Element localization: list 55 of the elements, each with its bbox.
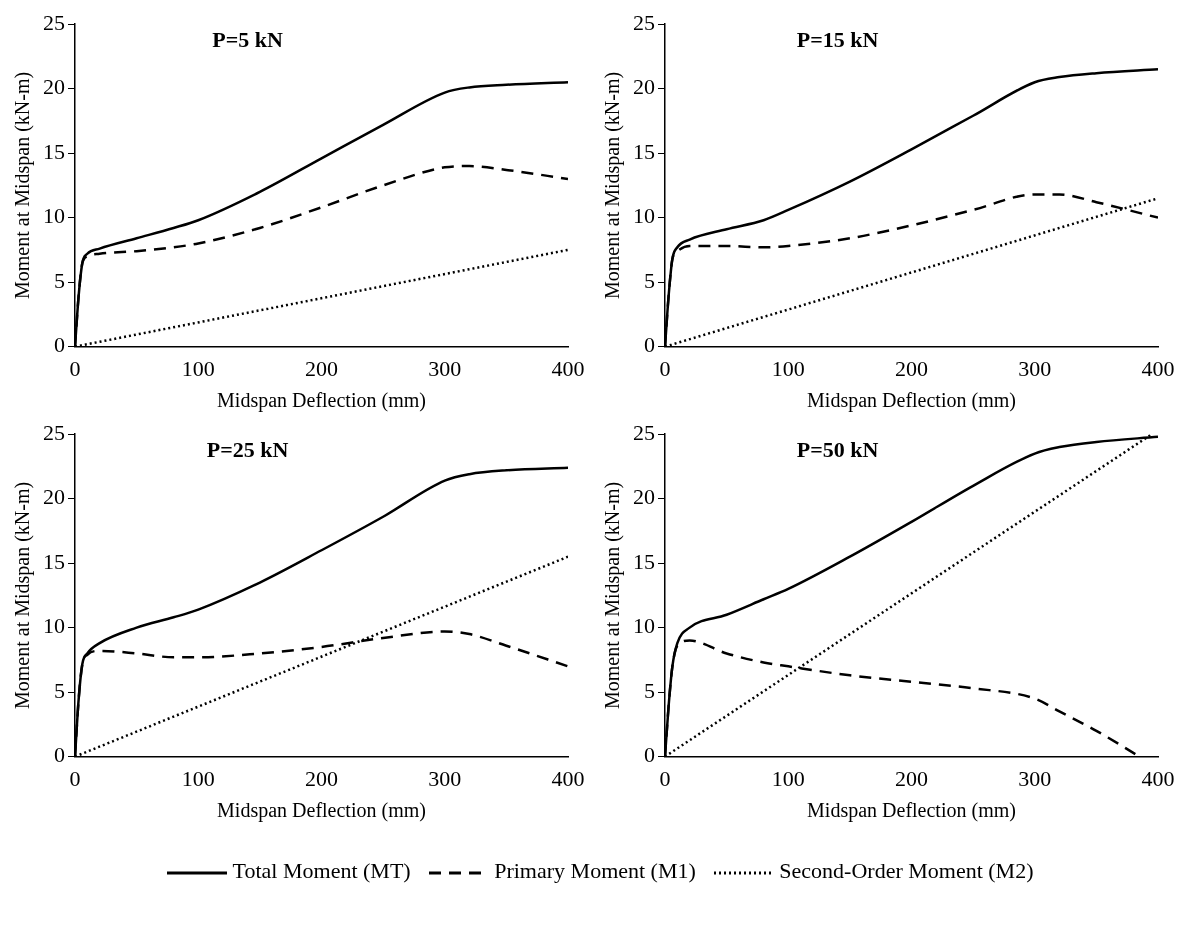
x-tick-label: 300	[1018, 355, 1052, 381]
y-axis-title: Moment at Midspan (kN-m)	[11, 71, 35, 299]
chart-title: P=15 kN	[796, 26, 879, 52]
y-tick-label: 0	[54, 742, 65, 768]
y-tick-label: 10	[633, 613, 655, 639]
y-axis-title: Moment at Midspan (kN-m)	[601, 71, 625, 299]
y-tick-label: 15	[633, 138, 655, 164]
x-tick-label: 200	[895, 765, 928, 791]
y-tick-label: 0	[644, 742, 655, 768]
y-tick-label: 10	[43, 613, 65, 639]
x-tick-label: 400	[551, 355, 585, 381]
chart-title: P=50 kN	[796, 436, 879, 462]
y-axis-title: Moment at Midspan (kN-m)	[11, 481, 35, 709]
x-tick-label: 100	[771, 765, 805, 791]
y-tick-label: 5	[54, 677, 65, 703]
y-tick-label: 15	[633, 548, 655, 574]
y-tick-label: 5	[54, 267, 65, 293]
y-tick-label: 25	[43, 9, 65, 35]
legend-label: Second-Order Moment (M2)	[778, 858, 1034, 884]
y-tick-label: 25	[633, 419, 655, 445]
legend-label: Total Moment (MT)	[231, 858, 411, 884]
legend-label: Primary Moment (M1)	[493, 858, 696, 884]
x-tick-label: 100	[181, 355, 215, 381]
y-tick-label: 20	[43, 484, 65, 510]
y-tick-label: 20	[43, 74, 65, 100]
x-tick-label: 300	[428, 765, 462, 791]
y-tick-label: 25	[633, 9, 655, 35]
y-tick-label: 0	[54, 332, 65, 358]
chart-title: P=5 kN	[212, 26, 283, 52]
y-tick-label: 20	[633, 74, 655, 100]
y-tick-label: 5	[644, 267, 655, 293]
x-tick-label: 400	[1141, 765, 1175, 791]
x-axis-title: Midspan Deflection (mm)	[807, 799, 1016, 823]
x-tick-label: 400	[551, 765, 585, 791]
x-tick-label: 400	[1141, 355, 1175, 381]
x-axis-title: Midspan Deflection (mm)	[217, 389, 426, 413]
x-tick-label: 200	[895, 355, 928, 381]
y-tick-label: 5	[644, 677, 655, 703]
x-tick-label: 200	[305, 355, 338, 381]
x-axis-title: Midspan Deflection (mm)	[807, 389, 1016, 413]
y-tick-label: 0	[644, 332, 655, 358]
chart-title: P=25 kN	[206, 436, 289, 462]
x-tick-label: 100	[771, 355, 805, 381]
x-tick-label: 300	[428, 355, 462, 381]
x-tick-label: 200	[305, 765, 338, 791]
x-tick-label: 100	[181, 765, 215, 791]
y-axis-title: Moment at Midspan (kN-m)	[601, 481, 625, 709]
y-tick-label: 15	[43, 138, 65, 164]
y-tick-label: 20	[633, 484, 655, 510]
y-tick-label: 15	[43, 548, 65, 574]
y-tick-label: 10	[43, 203, 65, 229]
y-tick-label: 10	[633, 203, 655, 229]
y-tick-label: 25	[43, 419, 65, 445]
x-axis-title: Midspan Deflection (mm)	[217, 799, 426, 823]
x-tick-label: 300	[1018, 765, 1052, 791]
